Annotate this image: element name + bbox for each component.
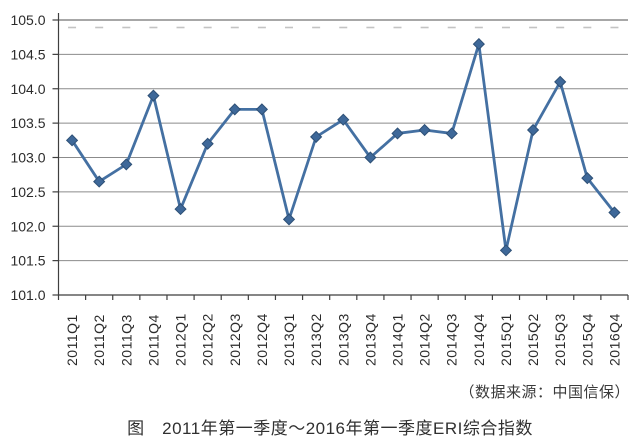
x-axis-label: 2011Q1 xyxy=(64,314,80,366)
data-point-marker xyxy=(93,175,106,188)
y-axis-label: 101.0 xyxy=(10,287,45,303)
data-point-marker xyxy=(147,89,160,102)
data-point-marker xyxy=(120,158,133,171)
data-point-marker xyxy=(445,127,458,140)
data-point-marker xyxy=(581,172,594,185)
y-axis-label: 104.0 xyxy=(10,81,45,97)
x-axis-label: 2013Q2 xyxy=(308,313,324,366)
x-axis-label: 2011Q3 xyxy=(118,314,134,366)
data-point-marker xyxy=(554,75,567,88)
data-point-marker xyxy=(364,151,377,164)
y-axis-label: 102.0 xyxy=(10,218,45,234)
x-axis-label: 2013Q1 xyxy=(281,313,297,366)
x-axis-label: 2014Q2 xyxy=(417,313,433,366)
data-point-marker xyxy=(255,103,269,116)
data-point-marker xyxy=(472,37,485,51)
x-axis-label: 2014Q3 xyxy=(444,313,460,366)
data-source-note: （数据来源：中国信保） xyxy=(459,384,630,401)
data-point-marker xyxy=(608,206,621,219)
y-axis-label: 103.0 xyxy=(10,150,45,166)
y-axis-label: 105.0 xyxy=(10,12,45,28)
y-axis-label: 103.5 xyxy=(10,115,45,131)
x-axis-label: 2016Q4 xyxy=(606,313,622,366)
x-axis-label: 2013Q4 xyxy=(362,313,378,366)
x-axis-label: 2012Q4 xyxy=(254,313,270,366)
data-point-marker xyxy=(174,202,187,216)
data-point-marker xyxy=(391,127,404,140)
y-axis-label: 101.5 xyxy=(10,253,45,269)
data-point-marker xyxy=(310,130,323,143)
figure-caption: 图 2011年第一季度～2016年第一季度ERI综合指数 xyxy=(127,419,533,438)
data-point-marker xyxy=(228,103,241,116)
data-point-marker xyxy=(201,137,214,150)
x-axis-label: 2011Q4 xyxy=(145,314,161,366)
eri-line-chart: 101.0 101.5 102.0 102.5 103.0 103.5 104.0 104.5… xyxy=(10,12,629,366)
x-axis-label: 2012Q1 xyxy=(173,313,189,366)
x-axis-label: 2014Q4 xyxy=(471,313,487,366)
x-axis-label: 2015Q2 xyxy=(525,313,541,366)
x-axis-label: 2012Q3 xyxy=(227,313,243,366)
x-axis-label: 2015Q4 xyxy=(579,313,595,366)
data-point-marker xyxy=(65,134,79,147)
x-axis-label: 2011Q2 xyxy=(91,314,107,366)
x-axis-label: 2015Q3 xyxy=(552,313,568,366)
x-axis-label: 2014Q1 xyxy=(389,313,405,366)
y-axis-label: 104.5 xyxy=(10,46,45,62)
x-axis-label: 2015Q1 xyxy=(498,313,514,366)
data-point-marker xyxy=(499,244,513,257)
x-axis-label: 2013Q3 xyxy=(335,313,351,366)
x-axis-label: 2012Q2 xyxy=(200,313,216,366)
y-axis-label: 102.5 xyxy=(10,184,45,200)
data-point-marker xyxy=(337,113,350,126)
data-point-marker xyxy=(282,213,296,226)
series-line xyxy=(70,42,616,252)
data-point-marker xyxy=(526,123,540,137)
data-point-marker xyxy=(418,123,431,137)
